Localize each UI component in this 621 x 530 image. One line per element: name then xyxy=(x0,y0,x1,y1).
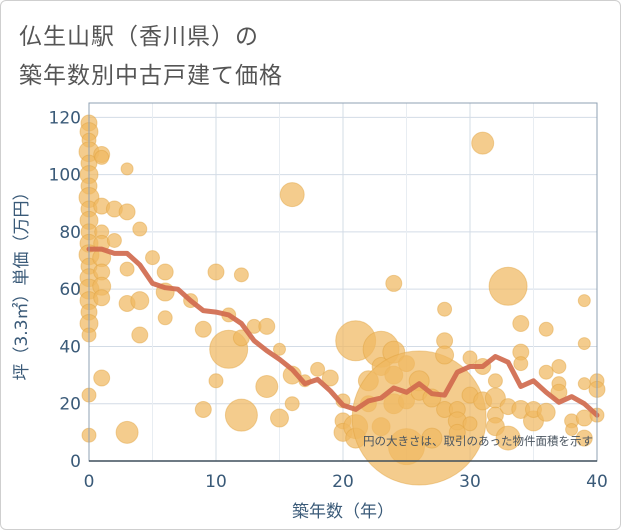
data-point xyxy=(207,263,225,281)
data-point xyxy=(279,182,305,208)
data-point xyxy=(565,422,579,436)
data-point xyxy=(224,398,258,432)
data-point xyxy=(310,361,326,377)
data-point xyxy=(512,315,530,333)
data-point xyxy=(488,266,528,306)
data-point xyxy=(273,342,286,356)
data-point xyxy=(115,420,139,444)
data-point xyxy=(577,294,591,308)
x-tick-label: 10 xyxy=(205,472,227,492)
data-point xyxy=(284,396,300,412)
data-point xyxy=(93,369,111,387)
data-point xyxy=(421,427,443,449)
data-point xyxy=(577,337,591,351)
y-axis-title: 坪（3.3㎡）単価（万円） xyxy=(12,183,32,380)
data-point xyxy=(536,402,556,422)
data-point xyxy=(321,369,339,387)
data-point xyxy=(495,425,521,451)
data-point xyxy=(255,375,279,399)
trend-series xyxy=(86,246,600,418)
data-point xyxy=(233,267,249,283)
data-point xyxy=(575,409,593,427)
data-point xyxy=(156,263,174,281)
x-tick-label: 40 xyxy=(586,472,608,492)
x-tick-label: 30 xyxy=(459,472,481,492)
trend-line xyxy=(86,246,600,418)
x-tick-label: 0 xyxy=(84,472,95,492)
data-point xyxy=(471,131,495,155)
data-point xyxy=(538,321,554,337)
y-tick-label: 100 xyxy=(49,166,81,186)
data-point xyxy=(538,364,554,380)
size-note: 円の大きさは、取引のあった物件面積を示す xyxy=(363,434,593,448)
data-point xyxy=(282,365,302,385)
data-point xyxy=(448,423,466,441)
data-point xyxy=(575,429,593,447)
y-tick-label: 0 xyxy=(70,452,81,472)
y-tick-label: 120 xyxy=(49,108,81,128)
data-point xyxy=(132,221,148,237)
data-point xyxy=(145,250,160,266)
data-point xyxy=(551,358,567,374)
chart-title-line-1: 仏生山駅（香川県）の xyxy=(19,24,259,50)
data-point xyxy=(462,350,478,366)
chart-title-line-2: 築年数別中古戸建て価格 xyxy=(19,63,283,89)
data-point xyxy=(270,408,289,428)
data-point xyxy=(462,416,478,432)
data-point xyxy=(208,373,224,389)
y-tick-label: 60 xyxy=(59,280,81,300)
data-point xyxy=(93,289,111,307)
data-point xyxy=(194,320,212,338)
x-tick-label: 20 xyxy=(332,472,354,492)
y-tick-label: 80 xyxy=(59,223,81,243)
data-point xyxy=(385,274,403,292)
axes: 0 20 40 60 80 100 120 0 10 20 30 40 築年数（年） 坪（3.3㎡）単価（… xyxy=(12,102,608,522)
data-point xyxy=(131,326,149,344)
data-point xyxy=(258,317,276,335)
y-tick-label: 40 xyxy=(59,337,81,357)
data-point xyxy=(130,291,150,311)
data-point xyxy=(118,203,136,221)
data-point xyxy=(437,301,453,317)
data-point xyxy=(157,310,173,326)
data-point xyxy=(106,232,122,248)
y-tick-label: 20 xyxy=(59,395,81,415)
data-point xyxy=(119,261,135,277)
data-point xyxy=(513,356,529,372)
data-point xyxy=(94,149,110,165)
x-axis-title: 築年数（年） xyxy=(292,502,394,522)
data-point xyxy=(120,162,134,176)
data-point xyxy=(194,400,212,418)
data-point xyxy=(435,345,455,365)
data-point xyxy=(577,377,591,391)
data-point xyxy=(487,373,503,389)
